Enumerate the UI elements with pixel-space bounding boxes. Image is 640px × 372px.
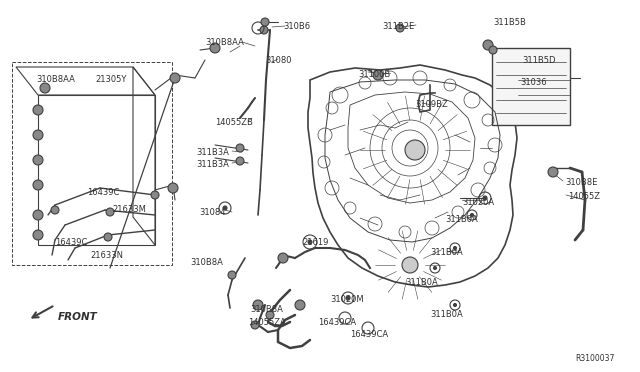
Circle shape [548,167,558,177]
Circle shape [170,73,180,83]
Circle shape [104,233,112,241]
Text: FRONT: FRONT [58,312,98,322]
Polygon shape [308,65,517,287]
Text: 31080: 31080 [265,56,291,65]
Text: 311B3A: 311B3A [196,148,229,157]
Text: 311B0A: 311B0A [405,278,438,287]
Circle shape [278,253,288,263]
Circle shape [168,183,178,193]
Text: 14055ZB: 14055ZB [215,118,253,127]
Circle shape [260,26,268,34]
Text: 3109BZ: 3109BZ [415,100,448,109]
Circle shape [261,18,269,26]
Circle shape [51,206,59,214]
Circle shape [470,214,474,217]
Text: 311B0A: 311B0A [430,310,463,319]
Text: 14055ZA: 14055ZA [248,318,285,327]
Text: 311B5D: 311B5D [522,56,556,65]
Text: 16439CA: 16439CA [318,318,356,327]
Text: 310B8A: 310B8A [190,258,223,267]
Circle shape [106,208,114,216]
Circle shape [266,311,274,319]
Text: 310B8AA: 310B8AA [36,75,75,84]
Circle shape [483,196,487,200]
Circle shape [454,247,456,250]
Circle shape [33,230,43,240]
Text: 21633M: 21633M [112,205,146,214]
Text: 21619: 21619 [302,238,328,247]
Text: 21305Y: 21305Y [95,75,126,84]
Text: 311B3A: 311B3A [196,160,229,169]
Circle shape [405,140,425,160]
Text: 31020M: 31020M [330,295,364,304]
Text: 31100B: 31100B [358,70,390,79]
Circle shape [40,83,50,93]
Circle shape [223,206,227,210]
Text: 16439C: 16439C [87,188,120,197]
Text: 310B8E: 310B8E [565,178,597,187]
Circle shape [33,105,43,115]
Text: 31084: 31084 [199,208,225,217]
Text: 31036: 31036 [520,78,547,87]
Circle shape [402,257,418,273]
Circle shape [483,40,493,50]
Circle shape [33,155,43,165]
Circle shape [454,304,456,307]
Circle shape [251,321,259,329]
Text: 310B6: 310B6 [283,22,310,31]
Circle shape [253,300,263,310]
Text: 14055Z: 14055Z [568,192,600,201]
Text: R3100037: R3100037 [575,354,614,363]
Text: 310B8AA: 310B8AA [205,38,244,47]
Circle shape [295,300,305,310]
Text: 310B8A: 310B8A [250,305,283,314]
Circle shape [33,130,43,140]
Circle shape [228,271,236,279]
Polygon shape [492,48,570,125]
Circle shape [489,46,497,54]
Text: 311B2E: 311B2E [382,22,414,31]
Circle shape [308,240,312,244]
Text: 311B0A: 311B0A [445,215,477,224]
Circle shape [396,24,404,32]
Circle shape [236,157,244,165]
Text: 21633N: 21633N [90,251,123,260]
Text: 16439CA: 16439CA [350,330,388,339]
Circle shape [210,43,220,53]
Text: 31020A: 31020A [462,198,494,207]
Circle shape [151,191,159,199]
Text: 16439C: 16439C [55,238,88,247]
Circle shape [236,144,244,152]
Text: 311B0A: 311B0A [430,248,463,257]
Circle shape [33,210,43,220]
Text: 311B5B: 311B5B [493,18,526,27]
Circle shape [433,266,436,269]
Circle shape [373,70,383,80]
Circle shape [33,180,43,190]
Circle shape [346,296,350,300]
